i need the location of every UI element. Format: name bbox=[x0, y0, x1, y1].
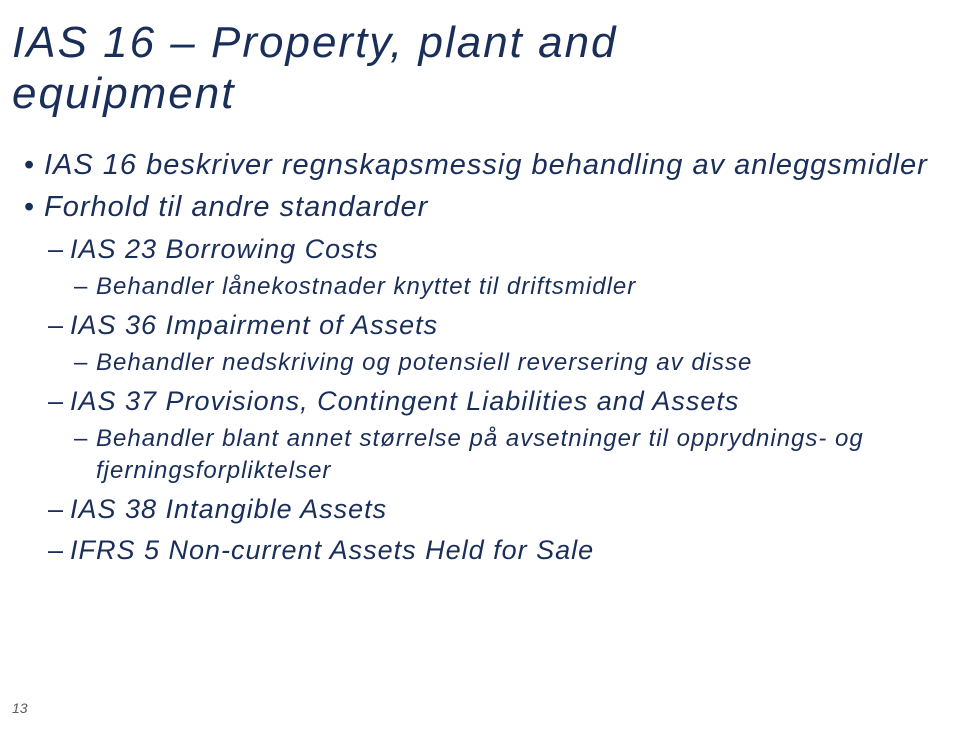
bullet-list-lvl1: IAS 16 beskriver regnskapsmessig behandl… bbox=[20, 147, 940, 568]
bullet-list-lvl3: Behandler lånekostnader knyttet til drif… bbox=[70, 271, 940, 302]
bullet-item: Behandler blant annet størrelse på avset… bbox=[70, 423, 940, 485]
bullet-list-lvl2: IAS 23 Borrowing Costs Behandler lånekos… bbox=[44, 232, 940, 568]
bullet-item: IAS 16 beskriver regnskapsmessig behandl… bbox=[20, 147, 940, 183]
page-number: 13 bbox=[12, 700, 28, 716]
bullet-text: Behandler nedskriving og potensiell reve… bbox=[96, 349, 752, 376]
slide-body: IAS 16 beskriver regnskapsmessig behandl… bbox=[0, 119, 960, 568]
bullet-item: IAS 36 Impairment of Assets Behandler ne… bbox=[44, 308, 940, 378]
bullet-list-lvl3: Behandler blant annet størrelse på avset… bbox=[70, 423, 940, 485]
bullet-item: Forhold til andre standarder IAS 23 Borr… bbox=[20, 189, 940, 567]
bullet-text: IAS 38 Intangible Assets bbox=[70, 494, 387, 524]
bullet-text: Behandler blant annet størrelse på avset… bbox=[96, 425, 864, 483]
bullet-text: IAS 16 beskriver regnskapsmessig behandl… bbox=[44, 149, 928, 181]
bullet-text: Behandler lånekostnader knyttet til drif… bbox=[96, 273, 636, 300]
title-line-1: IAS 16 – Property, plant and bbox=[12, 18, 618, 67]
bullet-text: IAS 36 Impairment of Assets bbox=[70, 310, 438, 340]
bullet-item: IFRS 5 Non-current Assets Held for Sale bbox=[44, 533, 940, 568]
bullet-item: IAS 23 Borrowing Costs Behandler lånekos… bbox=[44, 232, 940, 302]
bullet-text: Forhold til andre standarder bbox=[44, 191, 428, 223]
bullet-text: IAS 23 Borrowing Costs bbox=[70, 234, 379, 264]
bullet-item: Behandler nedskriving og potensiell reve… bbox=[70, 347, 940, 378]
bullet-text: IFRS 5 Non-current Assets Held for Sale bbox=[70, 535, 594, 565]
title-line-2: equipment bbox=[12, 69, 235, 118]
slide-title: IAS 16 – Property, plant and equipment bbox=[0, 18, 960, 119]
bullet-item: IAS 37 Provisions, Contingent Liabilitie… bbox=[44, 384, 940, 485]
bullet-item: Behandler lånekostnader knyttet til drif… bbox=[70, 271, 940, 302]
slide: IAS 16 – Property, plant and equipment I… bbox=[0, 0, 960, 730]
bullet-item: IAS 38 Intangible Assets bbox=[44, 492, 940, 527]
bullet-text: IAS 37 Provisions, Contingent Liabilitie… bbox=[70, 386, 739, 416]
bullet-list-lvl3: Behandler nedskriving og potensiell reve… bbox=[70, 347, 940, 378]
